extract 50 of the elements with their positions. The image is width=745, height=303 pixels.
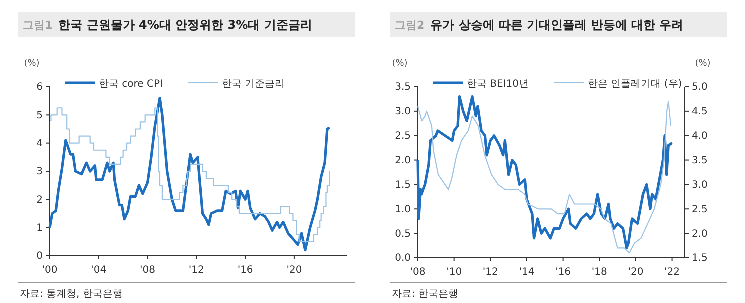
x-tick-label: '18 [592,267,608,278]
y-tick-label: 1.5 [395,180,411,191]
y-axis-title: (%) [24,59,40,69]
x-tick-label: '20 [628,267,644,278]
x-tick-label: '20 [286,265,302,276]
x-tick-label: '08 [410,267,426,278]
legend-label: 한국 BEI10년 [467,79,530,90]
y-axis-title: (%) [392,59,408,69]
y2-tick-label: 2.0 [692,228,708,240]
y-tick-label: 0.5 [395,228,411,240]
legend-label: 한국 core CPI [99,79,163,90]
y2-tick-label: 3.0 [692,180,708,191]
text: 자료: 한국은행 [392,289,459,300]
y2-tick-label: 3.5 [692,155,708,166]
x-tick-label: '12 [188,265,204,276]
chart-subtitle: 그림1 [23,19,53,32]
y-tick-label: 5 [36,110,43,122]
legend-label: 한은 인플레기대 (우) [588,79,682,90]
x-tick-label: '08 [140,265,156,276]
y2-tick-label: 2.5 [692,204,708,216]
y-tick-label: 2 [36,194,43,206]
y-tick-label: 3.0 [395,106,411,118]
y2-tick-label: 4.5 [692,106,708,118]
y-tick-label: 2.0 [395,155,411,166]
y-tick-label: 1.0 [395,204,411,216]
y-tick-label: 3.5 [395,82,411,94]
y-tick-label: 2.5 [395,131,411,142]
y-tick-label: 4 [36,138,43,150]
x-tick-label: '00 [42,265,58,276]
legend-label: 한국 기준금리 [222,79,286,90]
x-tick-label: '16 [238,265,254,276]
y2-tick-label: 4.0 [692,131,708,142]
text: 자료: 통계청, 한국은행 [20,289,123,300]
x-tick-label: '14 [519,267,535,278]
x-tick-label: '04 [91,265,107,276]
x-tick-label: '22 [664,267,680,278]
y-tick-label: 0.0 [395,253,411,264]
y-tick-label: 1 [36,223,43,234]
y2-tick-label: 5.0 [692,82,708,94]
chart-subtitle: 그림2 [395,19,425,32]
chart-title: 한국 근원물가 4%대 안정위한 3%대 기준금리 [58,18,312,32]
x-tick-label: '10 [446,267,462,278]
y-tick-label: 3 [36,166,43,178]
x-tick-label: '16 [556,267,572,278]
y-tick-label: 0 [36,251,43,262]
y2-tick-label: 1.5 [692,253,708,264]
chart-title: 유가 상승에 따른 기대인플레 반등에 대한 우려 [430,18,684,32]
x-tick-label: '12 [482,267,498,278]
y-tick-label: 6 [36,82,43,94]
y2-axis-title: (%) [695,59,711,69]
